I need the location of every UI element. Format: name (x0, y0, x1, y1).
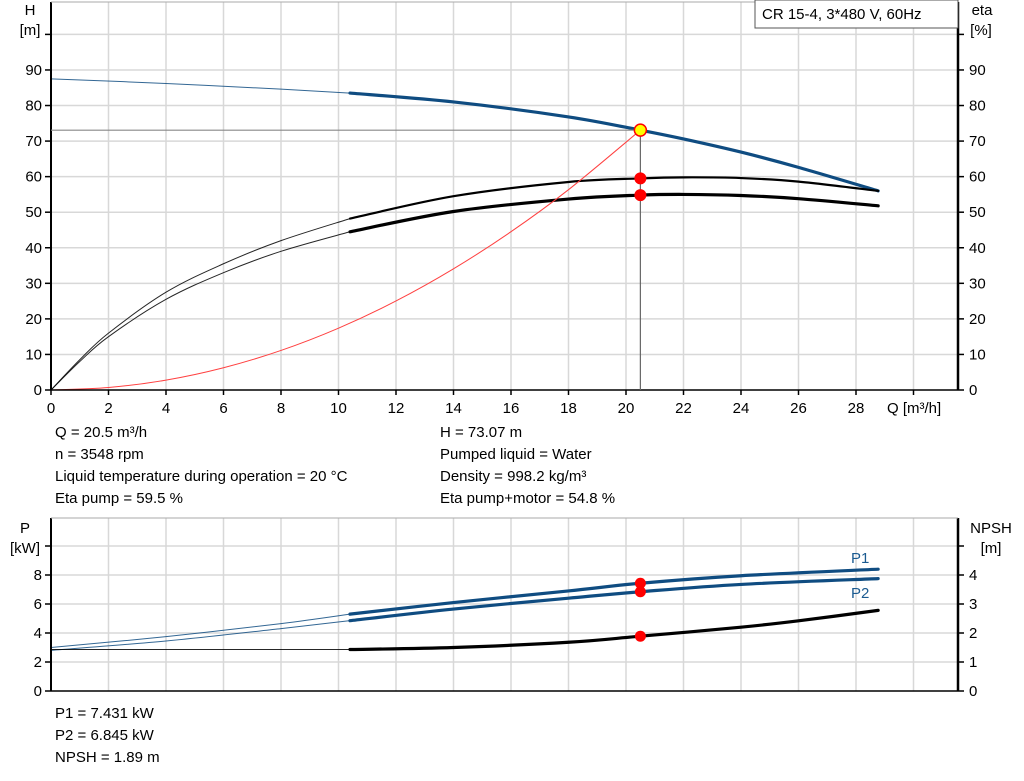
info-density: Density = 998.2 kg/m³ (440, 468, 587, 485)
info-eta-pump: Eta pump = 59.5 % (55, 490, 183, 507)
x-tick-label: 4 (162, 400, 170, 417)
x-tick-label: 18 (560, 400, 577, 417)
x-tick-label: 8 (277, 400, 285, 417)
title-box (754, 0, 959, 29)
info-head: H = 73.07 m (440, 424, 523, 441)
y-tick-label-right: 3 (969, 596, 977, 613)
p-axis-unit: [kW] (10, 540, 40, 557)
p2-curve-label: P2 (851, 585, 869, 602)
duty-point-npsh (634, 630, 646, 642)
top-chart-grid (51, 2, 958, 390)
eta-pump-curve-thin (50, 218, 351, 391)
y-tick-label-right: 20 (969, 311, 986, 328)
y-tick-label-right: 90 (969, 62, 986, 79)
eta-axis-label: eta (972, 2, 994, 19)
y-tick-label-right: 2 (969, 625, 977, 642)
h-curve-thin (50, 78, 351, 94)
y-tick-label-left: 10 (25, 346, 42, 363)
y-tick-label-right: 60 (969, 169, 986, 186)
x-tick-label: 16 (503, 400, 520, 417)
info-npsh: NPSH = 1.89 m (55, 749, 160, 766)
q-axis-label: Q [m³/h] (887, 400, 941, 417)
x-tick-label: 26 (790, 400, 807, 417)
info-eta-pump-motor: Eta pump+motor = 54.8 % (440, 490, 616, 507)
info-liquid-temperature: Liquid temperature during operation = 20… (55, 468, 348, 485)
y-tick-label-right: 30 (969, 275, 986, 292)
eta-axis-unit: [%] (970, 22, 992, 39)
h-curve-bold (348, 91, 880, 193)
y-tick-label-right: 10 (969, 346, 986, 363)
h-axis-label: H (25, 2, 36, 19)
y-tick-label-left: 50 (25, 204, 42, 221)
x-tick-label: 0 (47, 400, 55, 417)
duty-point-markers (51, 123, 648, 642)
info-top-left: Q = 20.5 m³/h n = 3548 rpm Liquid temper… (55, 422, 347, 510)
y-tick-label-right: 50 (969, 204, 986, 221)
x-tick-label: 14 (445, 400, 462, 417)
y-tick-label-right: 0 (969, 683, 977, 700)
chart-title: CR 15-4, 3*480 V, 60Hz (762, 6, 922, 23)
y-tick-label-left: 4 (34, 625, 42, 642)
p-axis-label: P (20, 520, 30, 537)
duty-point-p1 (634, 577, 646, 589)
y-tick-label-left: 8 (34, 567, 42, 584)
npsh-axis-unit: [m] (981, 540, 1002, 557)
y-tick-label-left: 6 (34, 596, 42, 613)
y-tick-label-left: 20 (25, 311, 42, 328)
y-tick-label-left: 70 (25, 133, 42, 150)
h-axis-unit: [m] (20, 22, 41, 39)
y-tick-label-right: 80 (969, 98, 986, 115)
y-tick-label-left: 90 (25, 62, 42, 79)
y-tick-label-left: 60 (25, 169, 42, 186)
info-pumped-liquid: Pumped liquid = Water (440, 446, 592, 463)
p1-curve-label: P1 (851, 550, 869, 567)
y-tick-label-right: 70 (969, 133, 986, 150)
p1-curve-bold (348, 567, 880, 616)
duty-point-eta-pump (634, 172, 647, 185)
info-p2: P2 = 6.845 kW (55, 727, 154, 744)
y-tick-label-right: 0 (969, 382, 977, 399)
duty-point-head (633, 123, 648, 137)
y-tick-label-right: 1 (969, 654, 977, 671)
y-tick-label-right: 40 (969, 240, 986, 257)
x-tick-label: 12 (388, 400, 405, 417)
axis-labels: CR 15-4, 3*480 V, 60Hz H [m] eta [%] Q [… (10, 0, 1012, 700)
info-top-right: H = 73.07 m Pumped liquid = Water Densit… (440, 422, 615, 510)
info-p1: P1 = 7.431 kW (55, 705, 154, 722)
y-tick-label-left: 40 (25, 240, 42, 257)
x-tick-label: 24 (733, 400, 750, 417)
duty-point-p2 (634, 586, 646, 598)
y-tick-label-left: 0 (34, 683, 42, 700)
info-flow: Q = 20.5 m³/h (55, 424, 148, 441)
npsh-axis-label: NPSH (970, 520, 1012, 537)
system-curve-curve (50, 129, 641, 391)
y-tick-label-left: 0 (34, 382, 42, 399)
x-tick-label: 28 (848, 400, 865, 417)
eta-pump-curve-bold (348, 176, 880, 220)
p2-curve-bold (348, 577, 880, 623)
eta-pump-motor-curve-thin (50, 231, 351, 391)
info-speed: n = 3548 rpm (55, 446, 144, 463)
p2-curve-thin (50, 620, 351, 651)
info-bottom: P1 = 7.431 kW P2 = 6.845 kW NPSH = 1.89 … (55, 703, 160, 769)
y-tick-label-left: 80 (25, 98, 42, 115)
eta-pump-motor-curve-bold (348, 192, 880, 234)
y-tick-label-left: 2 (34, 654, 42, 671)
p1-curve-thin (50, 613, 351, 648)
x-tick-label: 2 (104, 400, 112, 417)
duty-point-eta-pump-motor (634, 189, 647, 202)
x-tick-label: 20 (618, 400, 635, 417)
y-tick-label-right: 4 (969, 567, 977, 584)
axes (45, 1, 964, 692)
curves (50, 78, 880, 652)
x-tick-label: 6 (219, 400, 227, 417)
x-tick-label: 10 (330, 400, 347, 417)
y-tick-label-left: 30 (25, 275, 42, 292)
x-tick-label: 22 (675, 400, 692, 417)
